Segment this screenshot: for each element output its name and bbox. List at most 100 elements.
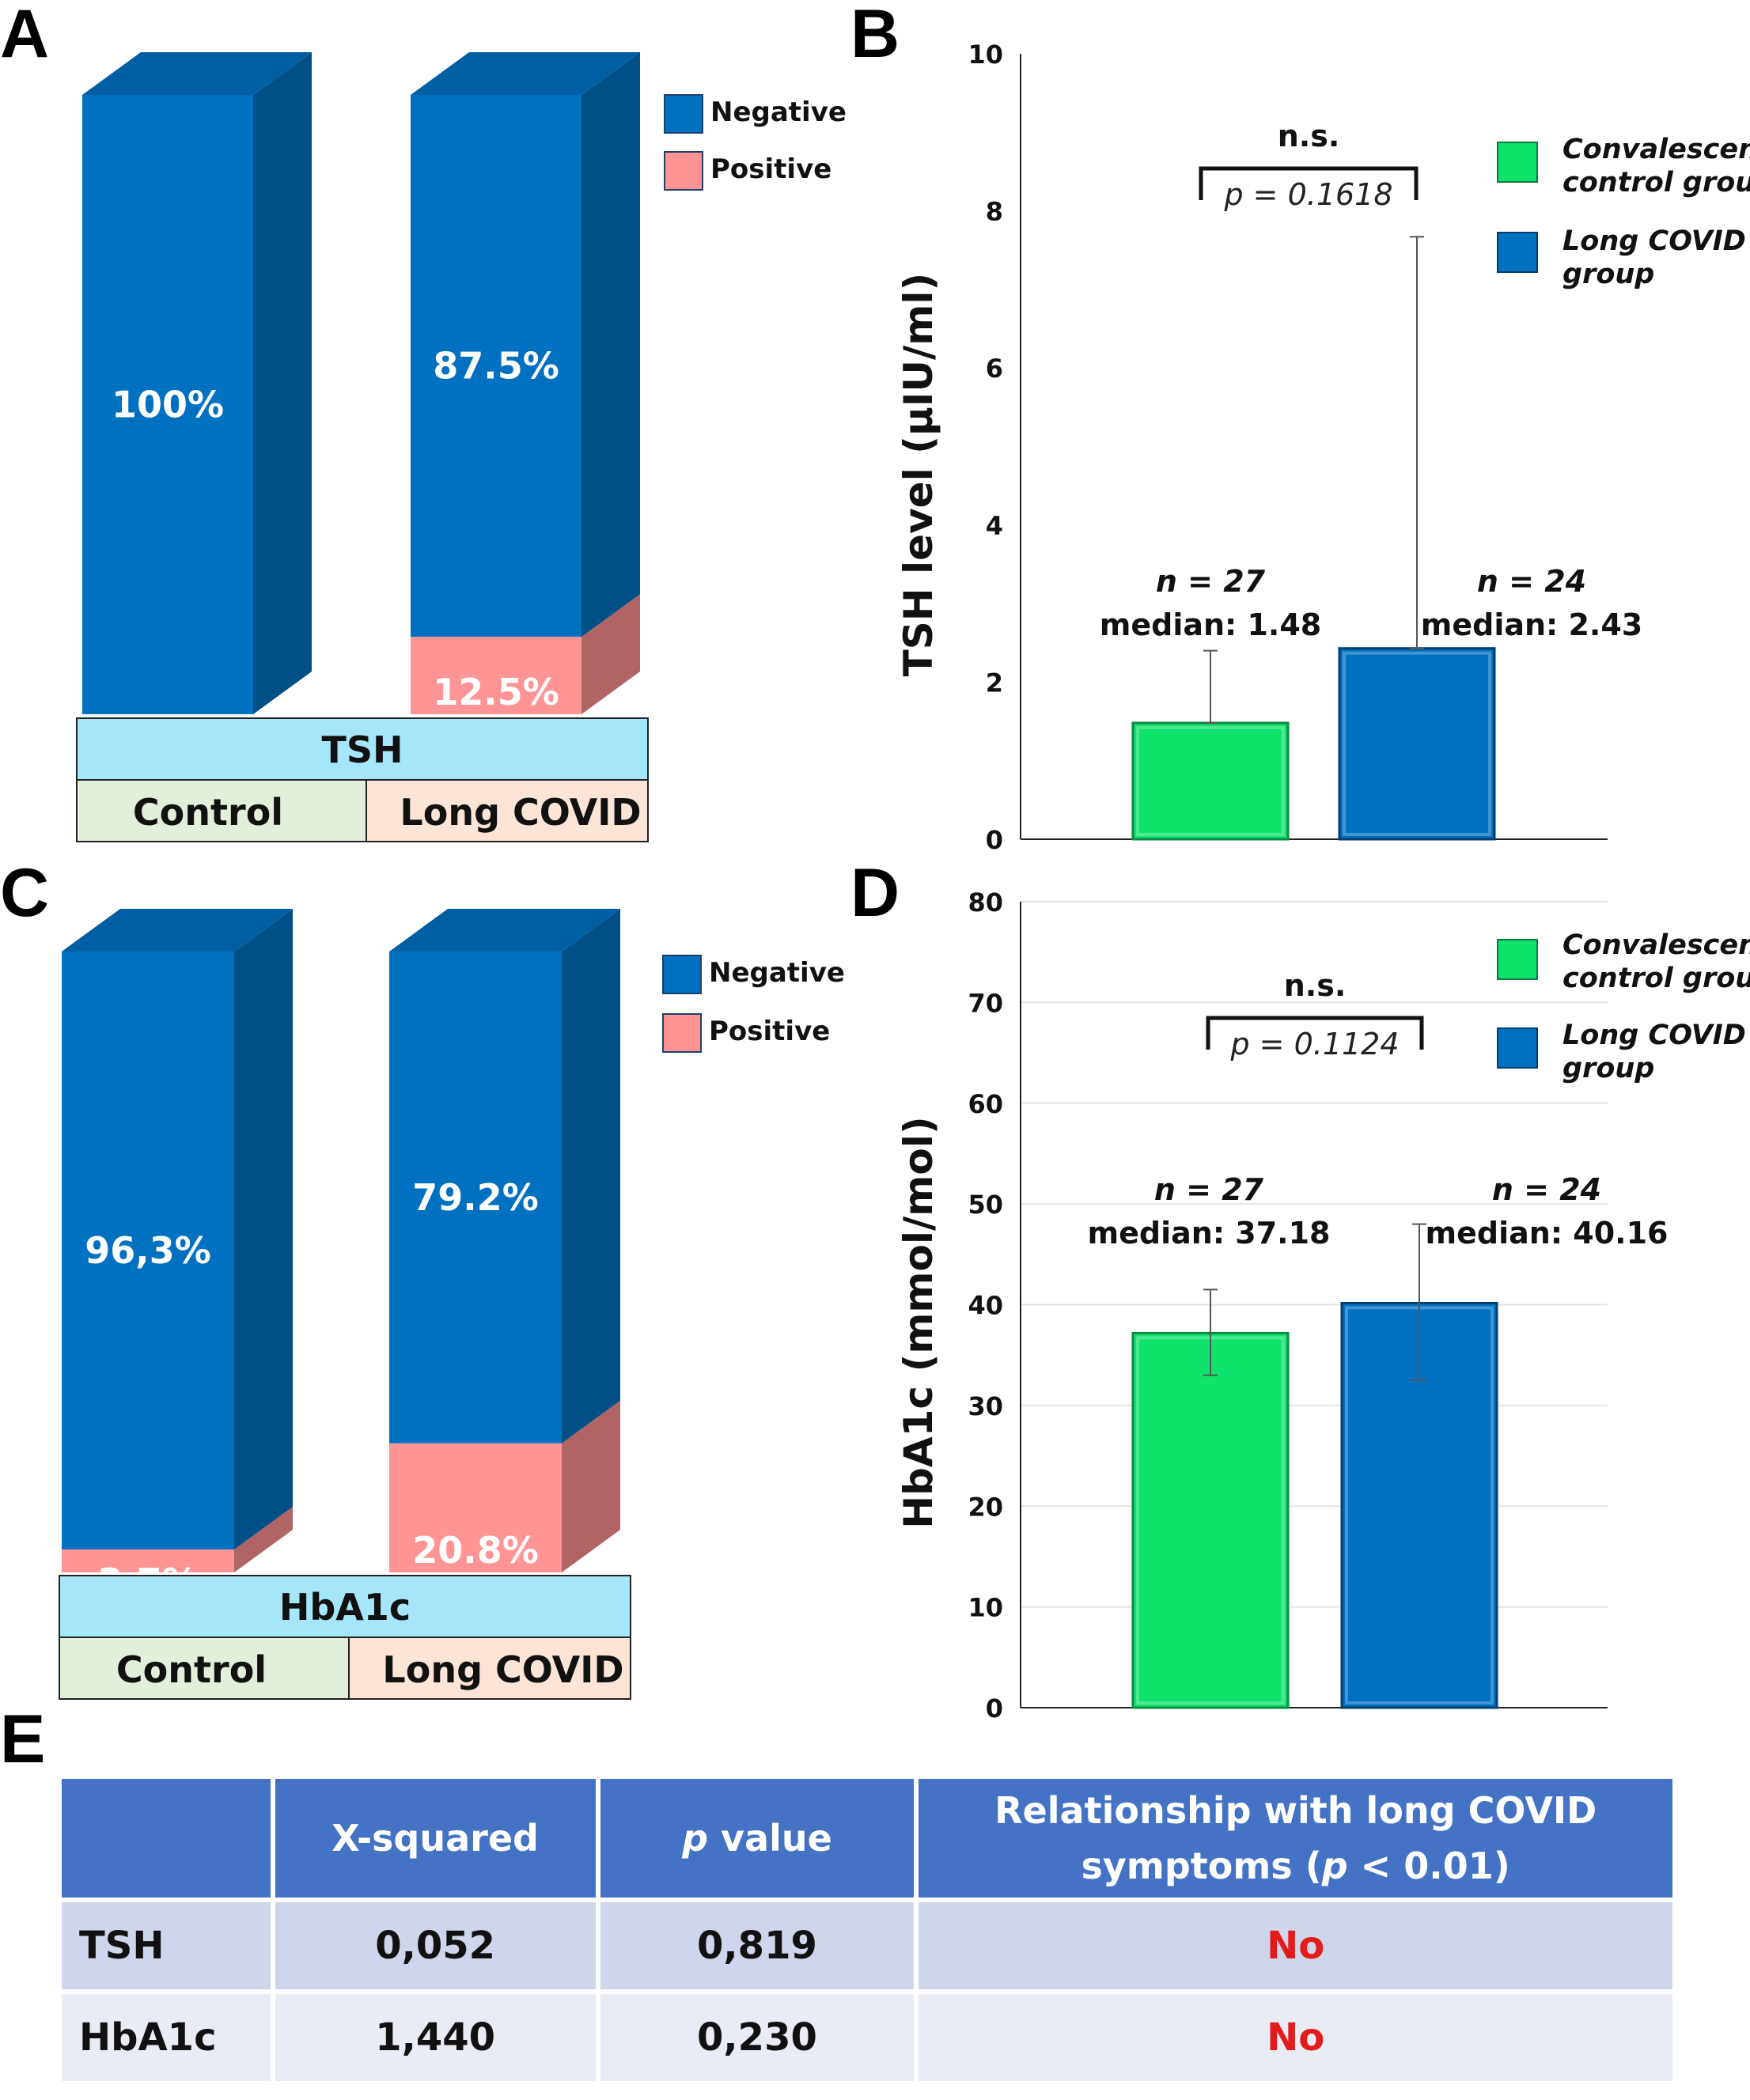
panel-letter-a: A: [0, 0, 49, 72]
panel-a-legend: Negative Positive: [664, 94, 847, 191]
median-label-long-covid: median: 2.43: [1421, 607, 1642, 642]
panel-c-stacked-bars: 96,3%3.7%79.2%20.8%: [62, 909, 620, 1603]
cell-relationship: No: [914, 1898, 1677, 1994]
y-tick-label: 30: [968, 1391, 1003, 1421]
panel-c-category-boxes: HbA1c Control Long COVID: [59, 1575, 631, 1700]
panel-c-legend: Negative Positive: [662, 955, 845, 1053]
bar-label-negative-control: 96,3%: [85, 1229, 211, 1272]
bar-side-negative-control: [234, 909, 293, 1549]
bar-label-negative-control: 100%: [112, 384, 224, 426]
legend-label-convalescent-line1: Convalescent: [1562, 929, 1750, 961]
bar-top-control: [62, 909, 293, 952]
legend-label-long-covid-line1: Long COVID: [1562, 1020, 1746, 1051]
bar-label-negative-long-covid: 79.2%: [412, 1176, 539, 1219]
y-tick-label: 40: [968, 1291, 1003, 1321]
header-relationship: Relationship with long COVID symptoms (p…: [914, 1774, 1677, 1902]
legend-label-convalescent-line1: Convalescent: [1562, 134, 1750, 165]
bar-positive-control: [62, 1549, 234, 1572]
legend-swatch-long-covid: [1497, 1027, 1538, 1069]
significance-bracket: [1206, 1016, 1424, 1050]
legend-swatch-convalescent: [1497, 939, 1538, 980]
bar-side-negative-control: [253, 52, 312, 714]
cell-x-squared: 1,440: [270, 1989, 600, 2086]
n-label-long-covid: n = 24: [1477, 564, 1586, 599]
legend-label-long-covid-line2: group: [1562, 1053, 1654, 1084]
legend-label-long-covid-line2: group: [1562, 259, 1654, 290]
cell-relationship: No: [914, 1989, 1677, 2086]
panel-b-bar-chart: 0 2 4 6 8 10 n = 27 median: 1.48 n = 24 median: 2…: [968, 40, 1642, 855]
y-tick-label: 50: [968, 1190, 1003, 1220]
panel-letter-b: B: [850, 0, 900, 72]
header-p-italic: p: [682, 1817, 709, 1860]
bar-side-positive-long-covid: [562, 1400, 620, 1572]
table-header-row: X-squared p value Relationship with long…: [57, 1774, 1677, 1902]
category-label-long-covid: Long COVID: [382, 1648, 623, 1691]
legend-swatch-positive: [664, 151, 703, 191]
bar-side-positive-long-covid: [581, 594, 640, 714]
header-blank: [57, 1774, 275, 1902]
legend-label-positive: Positive: [709, 1016, 830, 1047]
category-label-long-covid: Long COVID: [400, 791, 641, 834]
row-label: TSH: [57, 1898, 275, 1994]
y-tick-label: 2: [986, 668, 1003, 698]
y-tick-label: 8: [986, 197, 1003, 227]
category-box-long-covid: [366, 779, 649, 842]
bar-convalescent: [1131, 721, 1290, 841]
bar-negative-long-covid: [389, 952, 562, 1444]
n-label-long-covid: n = 24: [1492, 1172, 1601, 1207]
bar-label-positive-long-covid: 12.5%: [433, 671, 559, 713]
bar-bevel-long-covid: [1343, 651, 1491, 836]
legend-label-positive: Positive: [710, 153, 831, 185]
panel-a-stacked-bars: 100% 87.5% 12.5%: [82, 52, 640, 714]
table-row: HbA1c 1,440 0,230 No: [57, 1989, 1677, 2086]
bar-top-long-covid: [389, 909, 620, 952]
panel-d-y-axis-title: HbA1c (mmol/mol): [896, 1116, 941, 1528]
bar-side-negative-long-covid: [581, 52, 640, 638]
group-box-hba1c: [59, 1575, 631, 1638]
panel-letter-d: D: [850, 855, 900, 931]
panel-letter-c: C: [0, 855, 49, 931]
bar-long-covid: [1338, 647, 1496, 841]
table-row: TSH 0,052 0,819 No: [57, 1898, 1677, 1994]
significance-label: n.s.: [1278, 119, 1340, 153]
header-p-rest: value: [708, 1817, 832, 1860]
legend-label-negative: Negative: [709, 957, 845, 989]
n-label-convalescent: n = 27: [1154, 1172, 1264, 1207]
legend-swatch-negative: [662, 955, 702, 994]
group-label-tsh: TSH: [321, 728, 403, 771]
panel-b-legend: Convalescent control group Long COVID gr…: [1497, 134, 1750, 290]
bar-side-positive-control: [234, 1506, 293, 1572]
category-box-control: [59, 1636, 350, 1700]
significance-bracket: [1199, 166, 1419, 200]
y-tick-label: 6: [986, 354, 1003, 384]
bar-negative-control: [62, 952, 234, 1549]
y-tick-label: 10: [968, 1593, 1003, 1623]
bar-convalescent: [1131, 1331, 1290, 1709]
panel-d-bar-chart: 0 10 20 30 40 50 60 70 80 n = 27 median: 37.18 n = …: [968, 887, 1668, 1724]
bar-top-long-covid: [411, 52, 640, 95]
stats-table: X-squared p value Relationship with long…: [57, 1774, 1677, 2086]
category-box-control: [76, 779, 367, 842]
y-tick-label: 0: [986, 1693, 1003, 1724]
category-label-control: Control: [133, 791, 283, 834]
bar-positive-long-covid: [389, 1443, 562, 1572]
panel-a-category-boxes: TSH Control Long COVID: [76, 717, 649, 842]
legend-label-negative: Negative: [710, 96, 847, 128]
bar-negative-long-covid: [411, 95, 581, 638]
y-tick-label: 20: [968, 1492, 1003, 1522]
y-tick-label: 0: [986, 825, 1003, 855]
header-relationship-post: < 0.01): [1347, 1845, 1510, 1887]
legend-label-long-covid-line1: Long COVID: [1562, 225, 1746, 257]
bar-top-control: [82, 52, 312, 95]
bar-negative-control: [82, 95, 253, 714]
bar-label-positive-long-covid: 20.8%: [412, 1529, 539, 1572]
bar-positive-long-covid: [411, 637, 581, 714]
legend-swatch-positive: [662, 1013, 702, 1053]
header-relationship-p: p: [1321, 1845, 1348, 1887]
significance-label: n.s.: [1284, 968, 1347, 1003]
bar-side-negative-long-covid: [562, 909, 620, 1444]
legend-swatch-negative: [664, 94, 703, 134]
panel-d-legend: Convalescent control group Long COVID gr…: [1497, 929, 1750, 1084]
median-label-convalescent: median: 37.18: [1088, 1216, 1331, 1251]
y-tick-label: 10: [968, 40, 1003, 70]
